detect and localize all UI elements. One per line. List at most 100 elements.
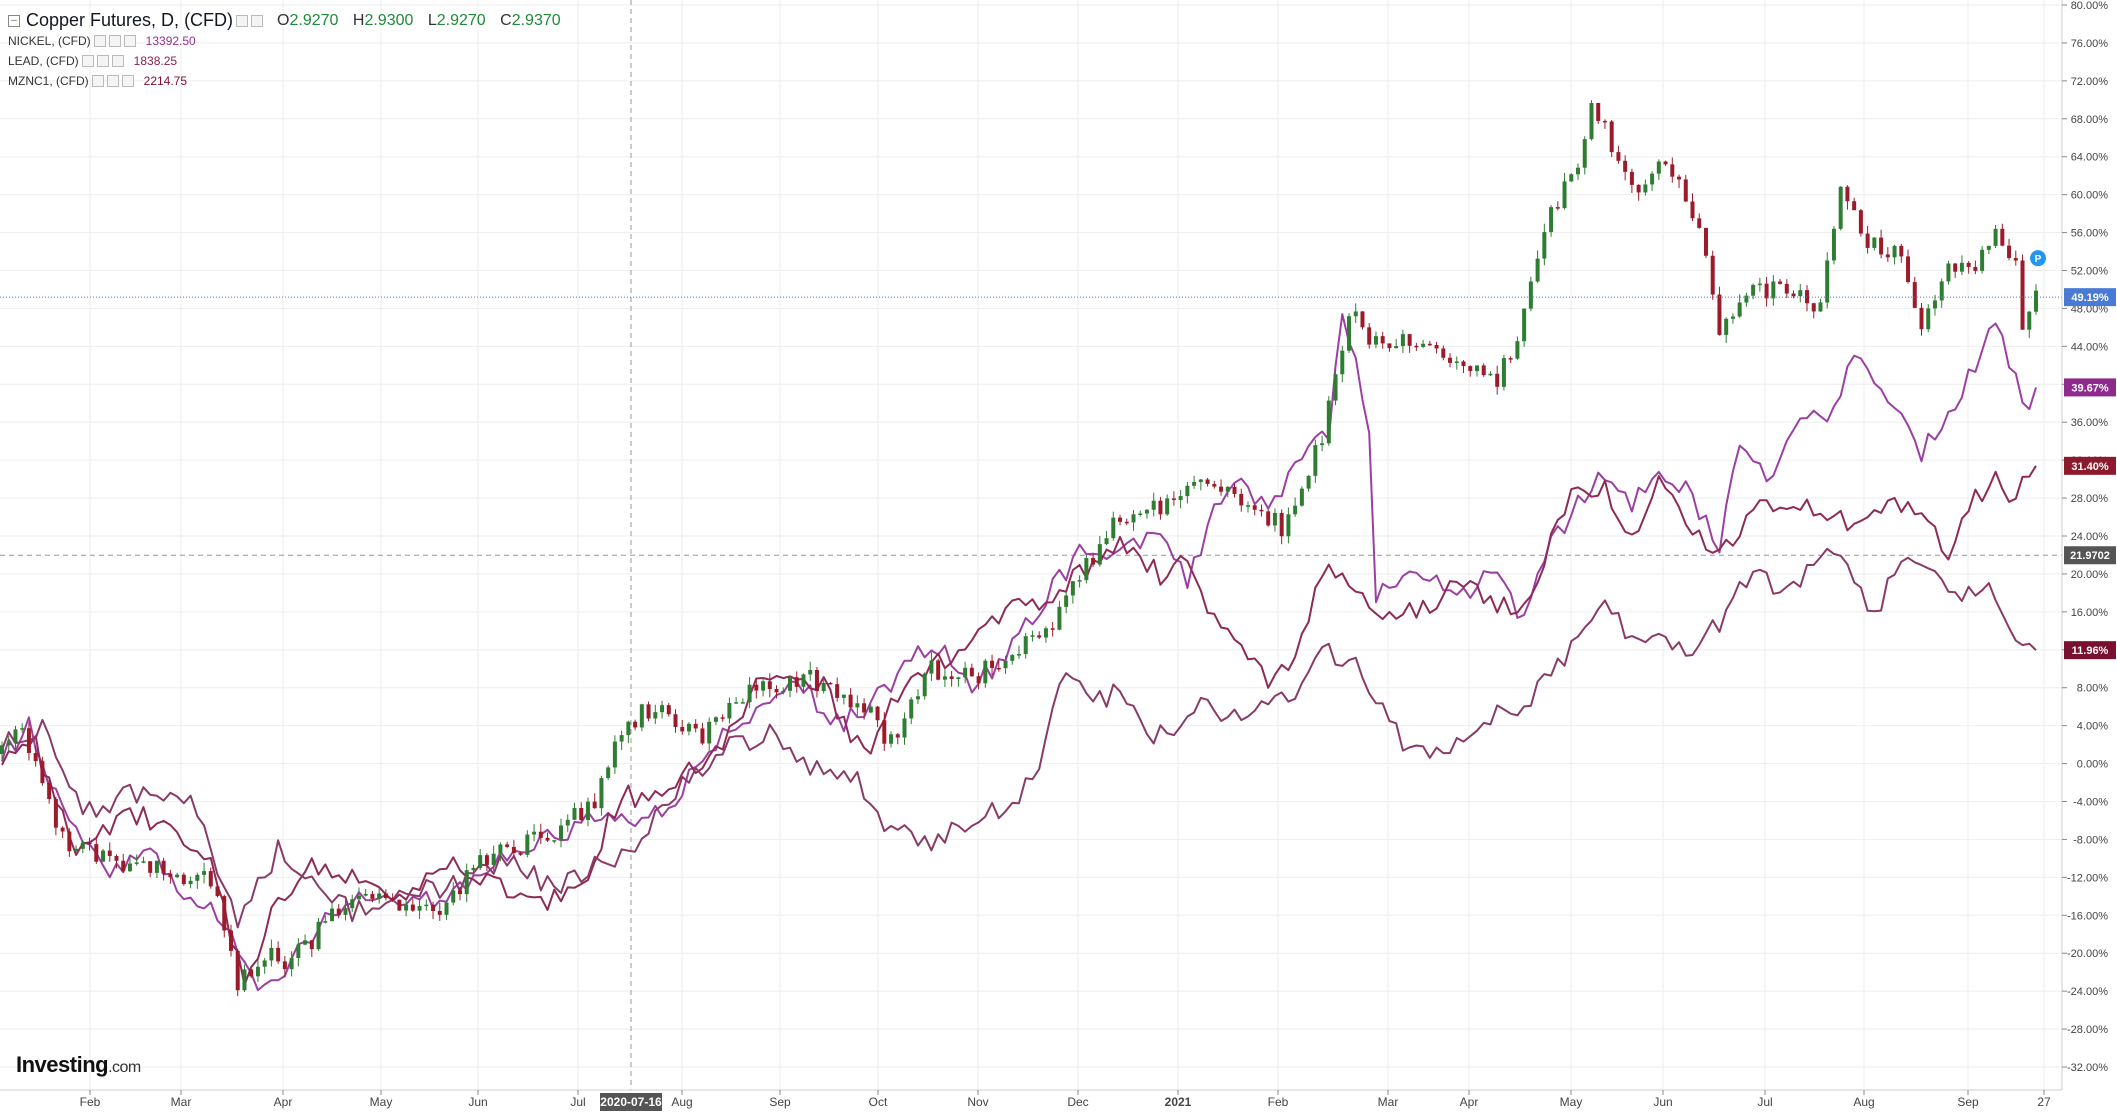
eye-icon[interactable]	[108, 35, 121, 47]
candle-body	[161, 860, 166, 874]
collapse-icon[interactable]: –	[8, 14, 20, 27]
lead-value: 1838.25	[133, 54, 178, 68]
candle-body	[1084, 557, 1089, 581]
candle-body	[713, 717, 718, 722]
candle-body	[976, 676, 981, 684]
eye-icon[interactable]	[106, 75, 119, 87]
candle-body	[1198, 479, 1203, 482]
candle-body	[242, 969, 247, 991]
x-tick-label: Apr	[274, 1095, 293, 1109]
candle-body	[942, 676, 947, 680]
p-marker-label: P	[2035, 254, 2042, 265]
candle-body	[1272, 512, 1277, 526]
y-tick-label: 76.00%	[2071, 38, 2109, 50]
lead-name: LEAD, (CFD)	[8, 54, 79, 68]
candle-body	[579, 807, 584, 820]
legend-zinc[interactable]: MZNC1, (CFD) 2214.75	[8, 74, 187, 88]
candle-body	[1602, 120, 1607, 123]
candle-body	[1973, 266, 1978, 271]
y-tick-label: 4.00%	[2077, 721, 2108, 733]
candle-body	[1932, 300, 1937, 309]
candle-body	[1966, 262, 1971, 267]
candle-body	[653, 712, 658, 719]
close-icon[interactable]	[111, 55, 124, 67]
candle-body	[1555, 207, 1560, 209]
value-badge	[2064, 378, 2116, 397]
candle-body	[47, 783, 52, 800]
candle-body	[686, 723, 691, 732]
candle-body	[1939, 281, 1944, 301]
crosshair	[0, 0, 2062, 1090]
candle-body	[565, 819, 570, 826]
candle-body	[1791, 293, 1796, 297]
legend-lead[interactable]: LEAD, (CFD) 1838.25	[8, 54, 177, 68]
candle-body	[60, 827, 65, 832]
candle-body	[572, 807, 577, 820]
close-label: C	[500, 11, 512, 29]
candle-body	[1400, 334, 1405, 347]
candle-body	[996, 667, 1001, 670]
candle-body	[1771, 281, 1776, 299]
candle-body	[788, 677, 793, 691]
candle-body	[929, 660, 934, 674]
candle-body	[1690, 201, 1695, 219]
close-icon[interactable]	[123, 35, 136, 47]
settings-icon[interactable]	[93, 35, 106, 47]
x-tick-label: Sep	[769, 1095, 791, 1109]
candle-body	[511, 846, 516, 854]
y-tick-label: 48.00%	[2071, 303, 2109, 315]
eye-icon[interactable]	[96, 55, 109, 67]
settings-icon[interactable]	[91, 75, 104, 87]
eye-icon[interactable]	[251, 14, 264, 27]
candle-body	[134, 862, 139, 864]
y-tick-label: -20.00%	[2067, 948, 2108, 960]
candle-body	[1171, 498, 1176, 500]
candle-body	[356, 895, 361, 900]
candle-body	[1111, 517, 1116, 539]
candle-body	[343, 908, 348, 915]
candle-body	[1528, 281, 1533, 309]
candle-body	[1906, 256, 1911, 283]
candle-body	[1192, 481, 1197, 486]
candle-body	[1852, 201, 1857, 211]
candle-body	[141, 861, 146, 863]
candle-body	[599, 778, 604, 809]
candle-body	[1805, 290, 1810, 304]
x-tick-label: Jul	[1757, 1095, 1772, 1109]
candle-body	[1778, 281, 1783, 284]
candle-body	[882, 720, 887, 744]
candle-body	[1562, 181, 1567, 209]
candle-body	[2007, 245, 2012, 258]
legend-nickel[interactable]: NICKEL, (CFD) 13392.50	[8, 34, 196, 48]
candle-body	[370, 893, 375, 899]
candle-body	[1387, 343, 1392, 349]
candle-body	[1576, 167, 1581, 175]
candle-body	[1320, 443, 1325, 446]
candle-body	[1279, 512, 1284, 537]
investing-logo: Investing.com	[16, 1052, 141, 1078]
open-label: O	[277, 11, 290, 29]
candle-body	[1441, 348, 1446, 358]
candle-body	[1131, 514, 1136, 523]
candle-body	[875, 706, 880, 721]
close-icon[interactable]	[121, 75, 134, 87]
candle-body	[1670, 164, 1675, 177]
candle-body	[1333, 374, 1338, 401]
candle-body	[1650, 173, 1655, 185]
candle-body	[895, 734, 900, 738]
candle-body	[1151, 500, 1156, 510]
settings-icon[interactable]	[236, 14, 249, 27]
settings-icon[interactable]	[81, 55, 94, 67]
candle-body	[868, 706, 873, 713]
candle-body	[1730, 316, 1735, 319]
candle-body	[276, 947, 281, 962]
main-legend[interactable]: – Copper Futures, D, (CFD) O2.9270 H2.93…	[8, 10, 561, 31]
low-value: 2.9270	[436, 11, 486, 29]
candle-body	[848, 694, 853, 708]
y-tick-label: -12.00%	[2067, 872, 2108, 884]
candle-body	[983, 660, 988, 684]
candle-body	[646, 704, 651, 719]
candle-body	[1037, 635, 1042, 638]
candle-body	[316, 921, 321, 950]
